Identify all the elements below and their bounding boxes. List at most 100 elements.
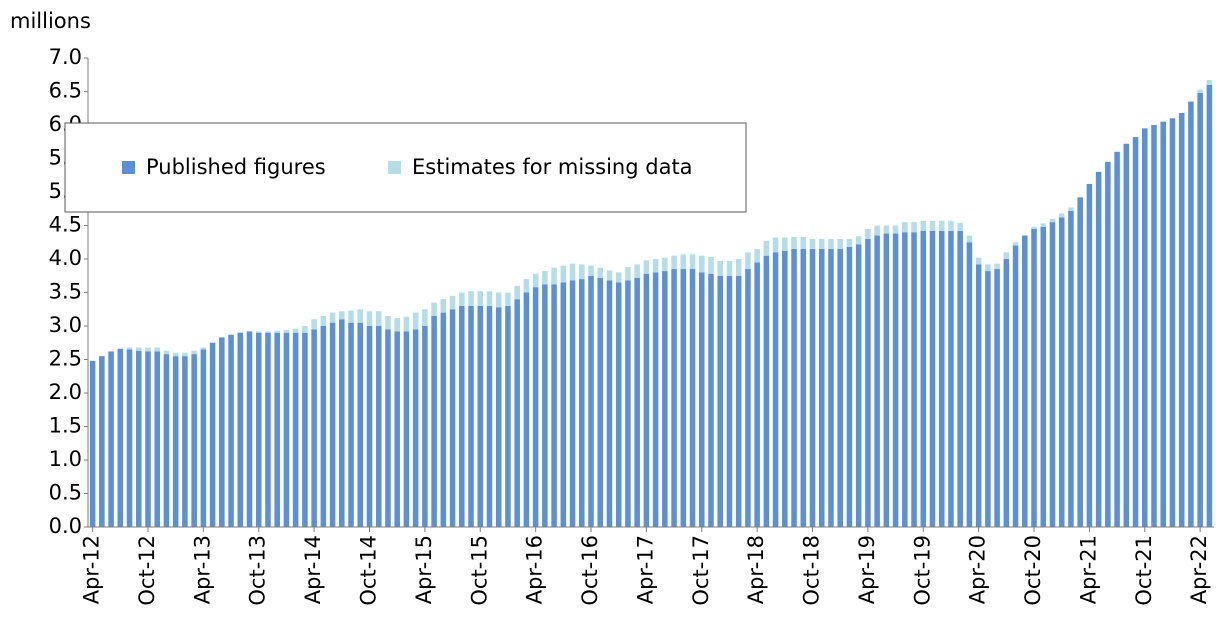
bar-segment	[1114, 151, 1120, 528]
bar-segment	[643, 260, 650, 274]
x-tick-label: Apr-13	[190, 535, 214, 604]
bar-segment	[172, 352, 179, 357]
bar-segment	[763, 255, 770, 527]
bar-segment	[754, 248, 760, 263]
bar-segment	[468, 291, 474, 306]
bar-segment	[366, 311, 373, 326]
bar-segment	[182, 352, 188, 357]
bar-segment	[265, 332, 271, 527]
bar-segment	[274, 332, 280, 527]
bar-segment	[708, 273, 714, 527]
bar-segment	[892, 225, 899, 234]
bar-segment	[375, 326, 382, 527]
bar-segment	[394, 317, 400, 332]
bar-segment	[302, 332, 308, 527]
bar-segment	[200, 349, 207, 527]
bar-segment	[292, 328, 299, 333]
bar-segment	[975, 264, 982, 527]
legend-swatch	[388, 161, 401, 174]
y-tick-label: 4.0	[49, 246, 82, 270]
bar-segment	[855, 244, 862, 527]
bar-segment	[431, 315, 437, 527]
legend: Published figures Estimates for missing d…	[64, 122, 747, 213]
bar-segment	[191, 350, 197, 355]
bar-segment	[403, 331, 410, 527]
bar-segment	[126, 349, 133, 527]
bar-segment	[1003, 252, 1010, 259]
bar-segment	[772, 237, 779, 253]
bar-segment	[763, 240, 770, 256]
bar-segment	[1188, 101, 1194, 528]
bar-segment	[1160, 121, 1167, 528]
bar-segment	[366, 326, 373, 527]
bar-segment	[606, 280, 613, 527]
bar-segment	[874, 225, 880, 236]
bar-segment	[1169, 118, 1176, 528]
bar-segment	[597, 277, 604, 527]
x-tick-label: Oct-15	[467, 535, 491, 606]
bar-segment	[375, 311, 382, 326]
bar-segment	[643, 273, 650, 527]
bar-segment	[551, 267, 557, 285]
x-tick-label: Apr-21	[1076, 535, 1100, 604]
bar-segment	[735, 275, 742, 527]
bar-segment	[412, 329, 419, 527]
bar-segment	[671, 255, 677, 270]
bar-segment	[1095, 171, 1102, 527]
bar-segment	[209, 342, 216, 527]
legend-label: Estimates for missing data	[412, 155, 693, 179]
bar-segment	[523, 292, 530, 527]
bar-segment	[1022, 235, 1028, 528]
bar-segment	[440, 312, 447, 527]
bar-segment	[708, 256, 714, 274]
bar-segment	[477, 305, 484, 527]
bar-segment	[846, 246, 853, 527]
bar-segment	[283, 330, 290, 333]
y-tick-label: 6.5	[49, 79, 82, 103]
bar-segment	[569, 263, 576, 281]
bar-segment	[1031, 228, 1037, 527]
y-tick-label: 0.0	[49, 514, 82, 538]
bar-segment	[505, 305, 511, 527]
bar-segment	[154, 347, 160, 352]
bar-segment	[449, 295, 456, 310]
bar-segment	[449, 309, 456, 527]
bar-segment	[514, 285, 520, 300]
bar-segment	[191, 354, 197, 527]
bar-segment	[717, 261, 723, 276]
bar-segment	[1197, 92, 1203, 527]
bar-segment	[994, 269, 1000, 527]
y-tick-label: 1.0	[49, 447, 82, 471]
bar-segment	[874, 235, 880, 528]
bar-segment	[412, 312, 419, 330]
bar-segment	[957, 230, 963, 528]
bar-segment	[698, 255, 705, 273]
bar-segment	[625, 280, 631, 527]
bar-segment	[163, 350, 170, 355]
bar-segment	[385, 315, 391, 330]
bar-segment	[237, 332, 244, 527]
bar-segment	[837, 238, 843, 249]
bar-segment	[791, 248, 797, 527]
bar-segment	[459, 305, 465, 527]
bar-segment	[542, 284, 548, 527]
y-tick-label: 0.5	[49, 481, 82, 505]
bar-segment	[985, 264, 991, 272]
bar-segment	[302, 326, 308, 333]
bar-segment	[920, 220, 927, 231]
bar-segment	[283, 332, 290, 527]
bar-segment	[1068, 210, 1074, 527]
bar-segment	[532, 287, 539, 527]
x-tick-label: Oct-18	[800, 535, 824, 606]
bar-segment	[754, 262, 760, 527]
bar-segment	[588, 275, 594, 527]
bar-segment	[551, 284, 557, 527]
bar-segment	[865, 228, 871, 239]
x-tick-label: Oct-12	[135, 535, 159, 606]
x-tick-label: Apr-14	[301, 535, 325, 604]
y-tick-label: 1.5	[49, 414, 82, 438]
bar-segment	[975, 257, 982, 265]
bar-segment	[339, 311, 345, 320]
bar-segment	[348, 322, 354, 527]
